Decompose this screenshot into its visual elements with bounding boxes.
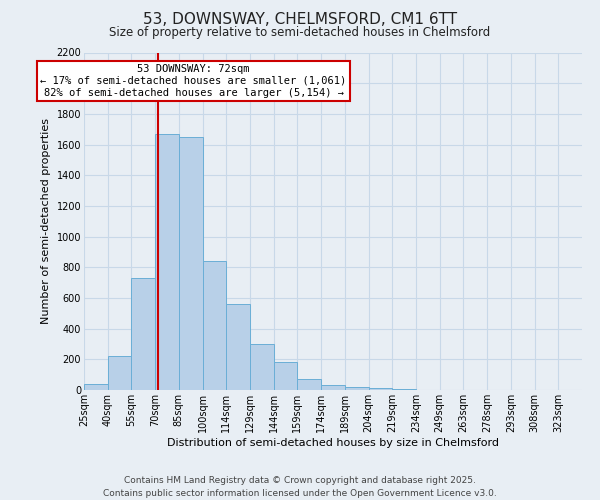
Bar [131,278,155,390]
Text: Size of property relative to semi-detached houses in Chelmsford: Size of property relative to semi-detach… [109,26,491,39]
Bar [345,387,368,390]
X-axis label: Distribution of semi-detached houses by size in Chelmsford: Distribution of semi-detached houses by … [167,438,499,448]
Bar [155,134,179,390]
Text: 53, DOWNSWAY, CHELMSFORD, CM1 6TT: 53, DOWNSWAY, CHELMSFORD, CM1 6TT [143,12,457,28]
Text: Contains HM Land Registry data © Crown copyright and database right 2025.
Contai: Contains HM Land Registry data © Crown c… [103,476,497,498]
Bar [108,356,131,390]
Bar [298,380,321,390]
Bar [226,304,250,390]
Bar [321,384,345,390]
Bar [368,388,392,390]
Bar [203,261,226,390]
Bar [250,344,274,390]
Bar [392,389,416,390]
Bar [84,384,108,390]
Text: 53 DOWNSWAY: 72sqm
← 17% of semi-detached houses are smaller (1,061)
82% of semi: 53 DOWNSWAY: 72sqm ← 17% of semi-detache… [40,64,347,98]
Bar [179,137,203,390]
Bar [274,362,298,390]
Y-axis label: Number of semi-detached properties: Number of semi-detached properties [41,118,51,324]
